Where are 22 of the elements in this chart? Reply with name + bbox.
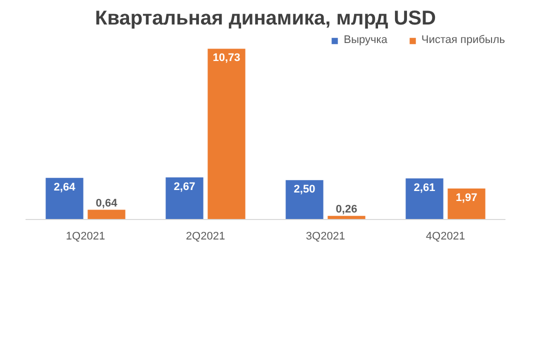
bar [86, 208, 126, 220]
data-label: 10,73 [212, 52, 240, 64]
legend-label: Чистая прибыль [421, 34, 505, 46]
data-label: 1,97 [456, 192, 478, 204]
data-label: 2,64 [54, 181, 76, 194]
data-label: 2,67 [174, 180, 196, 193]
data-label: 2,61 [414, 182, 436, 194]
bar [44, 176, 84, 220]
data-label: 2,50 [294, 184, 316, 196]
chart-title: Квартальная динамика, млрд USD [95, 8, 436, 30]
bar [164, 176, 204, 220]
legend-label: Выручка [344, 34, 388, 46]
data-label: 0,26 [336, 203, 358, 216]
bar [206, 48, 246, 220]
bar [284, 179, 324, 220]
x-tick-label: 2Q2021 [186, 230, 226, 242]
x-tick-label: 1Q2021 [66, 230, 106, 242]
bar [446, 188, 486, 220]
bar [404, 177, 444, 220]
data-label: 0,64 [96, 197, 118, 210]
x-tick-label: 3Q2021 [306, 230, 346, 242]
x-tick-label: 4Q2021 [426, 230, 466, 242]
